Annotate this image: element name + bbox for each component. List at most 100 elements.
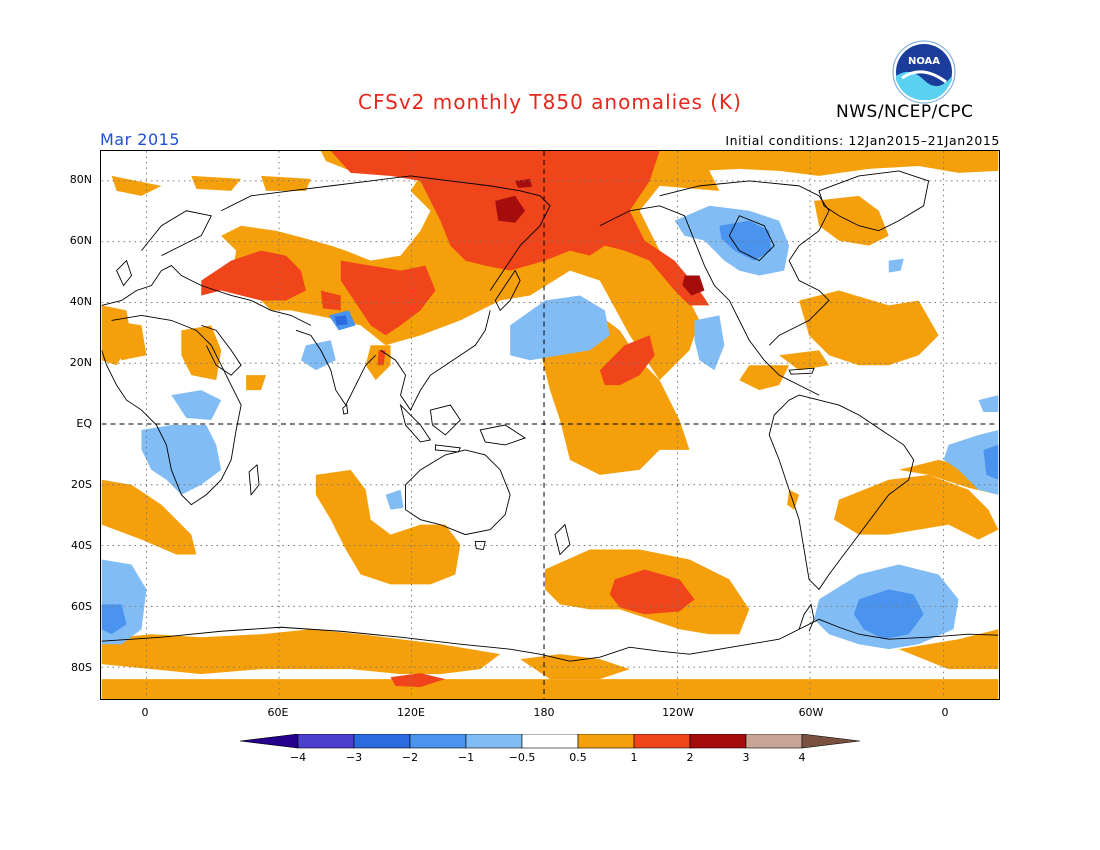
coast-tasmania (474, 541, 486, 551)
lat-label: 80N (69, 173, 92, 186)
lat-label: EQ (76, 417, 92, 430)
region-gulf (779, 350, 829, 371)
lat-label: 40S (71, 539, 92, 552)
colorbar-label: 3 (742, 751, 750, 764)
coast-alaska (599, 205, 820, 396)
coast-sri-lanka (342, 404, 349, 415)
colorbar-label: 4 (798, 751, 806, 764)
region-caribbean (739, 365, 790, 391)
colorbar-swatch (240, 734, 299, 749)
coast-na-arctic (659, 180, 830, 346)
colorbar-swatch (353, 734, 411, 749)
chart-title: CFSv2 monthly T850 anomalies (K) (358, 90, 742, 114)
region-india-core (377, 350, 386, 366)
region-east-atlantic-cool (943, 429, 999, 495)
region-south-pacific-core (609, 569, 695, 615)
region-antarctic-right (898, 629, 999, 670)
coast-scandinavia (141, 210, 212, 257)
region-caribbean-cool (888, 258, 904, 273)
coast-sumatra (399, 403, 432, 443)
region-labrador (814, 195, 889, 246)
colorbar-swatch (633, 734, 691, 749)
lon-label: 120E (397, 706, 425, 719)
colorbar-label: 2 (686, 751, 694, 764)
region-africa-cool (141, 425, 222, 495)
colorbar-swatch (297, 734, 355, 749)
map-reference-lines (101, 151, 999, 699)
coast-india (295, 329, 376, 406)
lon-label: 180 (533, 706, 555, 719)
colorbar-swatch (465, 734, 523, 749)
region-africa-west-cool (171, 390, 222, 421)
coastlines (101, 170, 999, 662)
coast-antarctic-peninsula (798, 603, 815, 632)
lat-label: 20N (69, 356, 92, 369)
region-kara (261, 175, 311, 191)
colorbar-swatch (409, 734, 467, 749)
region-antarctic-mid (520, 654, 630, 680)
anomaly-map (100, 150, 1000, 700)
colorbar-label: −3 (345, 751, 363, 764)
lon-label: 0 (141, 706, 149, 719)
region-south-america-west (787, 489, 800, 510)
colorbar-swatch (577, 734, 635, 749)
region-north-atlantic (799, 290, 939, 366)
region-mexico-cool (694, 315, 725, 371)
anomaly-warm-3 (495, 178, 705, 296)
colorbar-swatch (745, 734, 803, 749)
coast-africa (101, 314, 242, 506)
coast-south-america (768, 394, 915, 591)
region-south-atlantic-core-west (101, 604, 127, 635)
colorbar-swatch (521, 734, 579, 749)
region-antarctic-core (390, 673, 446, 688)
lon-label: 60E (267, 706, 289, 719)
colorbar (240, 734, 860, 749)
region-arabia (181, 325, 222, 381)
anomaly-cool-3 (334, 315, 348, 326)
region-arctic-siberia-alaska (330, 151, 710, 306)
anomaly-warm-1 (101, 151, 999, 699)
coast-australia (405, 449, 511, 536)
region-central-asia-2 (320, 290, 341, 311)
lat-label: 20S (71, 478, 92, 491)
lat-label: 60N (69, 234, 92, 247)
coast-hudson (728, 215, 775, 262)
colorbar-label: −2 (401, 751, 419, 764)
colorbar-label: −1 (457, 751, 475, 764)
coast-europe (101, 265, 312, 326)
coast-madagascar (248, 463, 260, 496)
lat-label: 40N (69, 295, 92, 308)
region-alaska-core (682, 275, 705, 296)
coast-japan (494, 269, 521, 312)
lon-label: 0 (941, 706, 949, 719)
region-indian-ocean-small (246, 375, 267, 391)
region-north-pacific-cool (510, 295, 610, 361)
region-east-atlantic-core (983, 444, 999, 480)
region-antarctic-left (101, 629, 501, 675)
forecast-month: Mar 2015 (100, 130, 180, 149)
colorbar-label: 1 (630, 751, 638, 764)
coast-greenland (818, 170, 930, 232)
map-gridlines (101, 151, 999, 699)
region-tibet-deep (334, 315, 348, 326)
region-antarctic-bottom (101, 679, 999, 699)
region-atlantic-small-cool (978, 395, 999, 413)
region-west-africa (111, 320, 147, 361)
colorbar-swatch (801, 734, 860, 749)
initial-conditions: Initial conditions: 12Jan2015–21Jan2015 (725, 133, 1000, 148)
coast-uk (116, 259, 133, 287)
colorbar-label: −0.5 (508, 751, 536, 764)
region-south-atlantic-east (101, 479, 197, 555)
noaa-logo-text: NOAA (908, 56, 940, 67)
lat-label: 60S (71, 600, 92, 613)
coast-arabia (201, 324, 242, 376)
region-australia-cool (385, 489, 404, 510)
region-east-siberia-core (495, 195, 526, 223)
coast-antarctica (101, 618, 999, 662)
lon-label: 120W (662, 706, 694, 719)
anomaly-warm-2 (201, 151, 710, 688)
region-indian-ocean-south (315, 469, 461, 585)
noaa-logo-icon: NOAA (892, 40, 956, 104)
coast-se-asia (380, 310, 491, 411)
coast-siberia (220, 175, 551, 291)
